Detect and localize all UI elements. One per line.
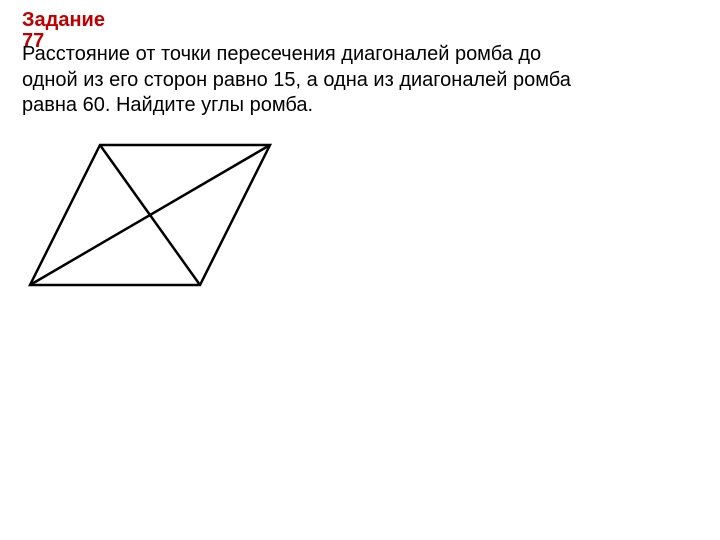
rhombus-svg: [20, 135, 280, 300]
problem-text: Рас­сто­я­ние от точки пе­ре­се­че­ния д…: [22, 42, 582, 119]
rhombus-figure: [20, 135, 280, 305]
task-label-line1: Задание: [22, 10, 105, 31]
rhombus-diagonal-2: [100, 145, 200, 285]
